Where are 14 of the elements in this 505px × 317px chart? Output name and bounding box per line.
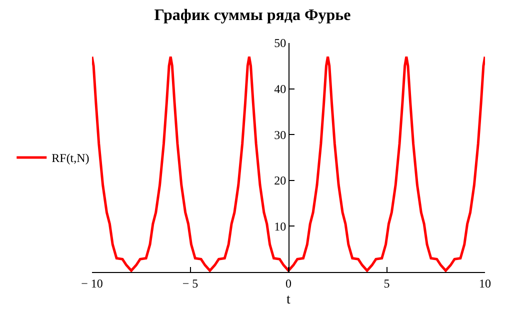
legend-label: RF(t,N) (52, 151, 90, 166)
x-tick-label: 5 (384, 276, 390, 290)
y-tick-label: 40 (274, 82, 286, 96)
x-tick-label: 0 (286, 276, 292, 290)
y-tick-label: 20 (274, 174, 286, 188)
x-tick-label: − 5 (182, 276, 198, 290)
y-tick-label: 30 (274, 128, 286, 142)
chart-title: График суммы ряда Фурье (154, 6, 351, 24)
y-tick-label: 10 (274, 219, 286, 234)
line-series (92, 55, 485, 272)
x-tick-label: 10 (479, 276, 491, 290)
y-tick-label: 50 (274, 36, 286, 50)
x-axis-title: t (286, 292, 291, 308)
x-tick-label: − 10 (81, 276, 103, 290)
